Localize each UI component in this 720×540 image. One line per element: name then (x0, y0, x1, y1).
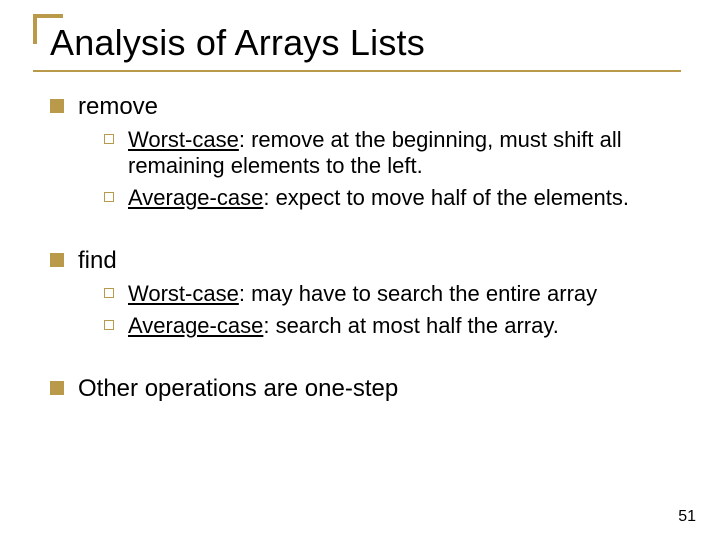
hollow-square-bullet-icon (104, 192, 114, 202)
underlined-label: Worst-case (128, 281, 239, 306)
underlined-label: Average-case (128, 185, 263, 210)
sub-bullet: Average-case: search at most half the ar… (104, 313, 670, 339)
bullet-text: find (78, 247, 117, 274)
bullet-remove: remove (50, 93, 670, 121)
bullet-text: remove (78, 93, 158, 120)
sublist-remove: Worst-case: remove at the beginning, mus… (104, 127, 670, 211)
square-bullet-icon (50, 253, 64, 267)
corner-accent-vertical (33, 14, 37, 44)
bullet-find: find (50, 247, 670, 275)
hollow-square-bullet-icon (104, 320, 114, 330)
rest-text: : expect to move half of the elements. (263, 185, 629, 210)
hollow-square-bullet-icon (104, 288, 114, 298)
sub-bullet-text: Average-case: expect to move half of the… (128, 185, 670, 211)
underlined-label: Worst-case (128, 127, 239, 152)
rest-text: : search at most half the array. (263, 313, 559, 338)
sub-bullet-text: Worst-case: remove at the beginning, mus… (128, 127, 670, 179)
sub-bullet: Average-case: expect to move half of the… (104, 185, 670, 211)
sublist-find: Worst-case: may have to search the entir… (104, 281, 670, 339)
slide-body: remove Worst-case: remove at the beginni… (50, 85, 670, 410)
sub-bullet-text: Worst-case: may have to search the entir… (128, 281, 670, 307)
bullet-text: Other operations are one-step (78, 375, 398, 402)
title-underline (33, 70, 681, 72)
corner-accent-horizontal (33, 14, 63, 18)
sub-bullet: Worst-case: remove at the beginning, mus… (104, 127, 670, 179)
sub-bullet: Worst-case: may have to search the entir… (104, 281, 670, 307)
square-bullet-icon (50, 99, 64, 113)
bullet-other: Other operations are one-step (50, 375, 670, 403)
sub-bullet-text: Average-case: search at most half the ar… (128, 313, 670, 339)
rest-text: : may have to search the entire array (239, 281, 597, 306)
hollow-square-bullet-icon (104, 134, 114, 144)
page-number: 51 (678, 508, 696, 526)
square-bullet-icon (50, 381, 64, 395)
slide: Analysis of Arrays Lists remove Worst-ca… (0, 0, 720, 540)
underlined-label: Average-case (128, 313, 263, 338)
slide-title: Analysis of Arrays Lists (50, 22, 425, 64)
